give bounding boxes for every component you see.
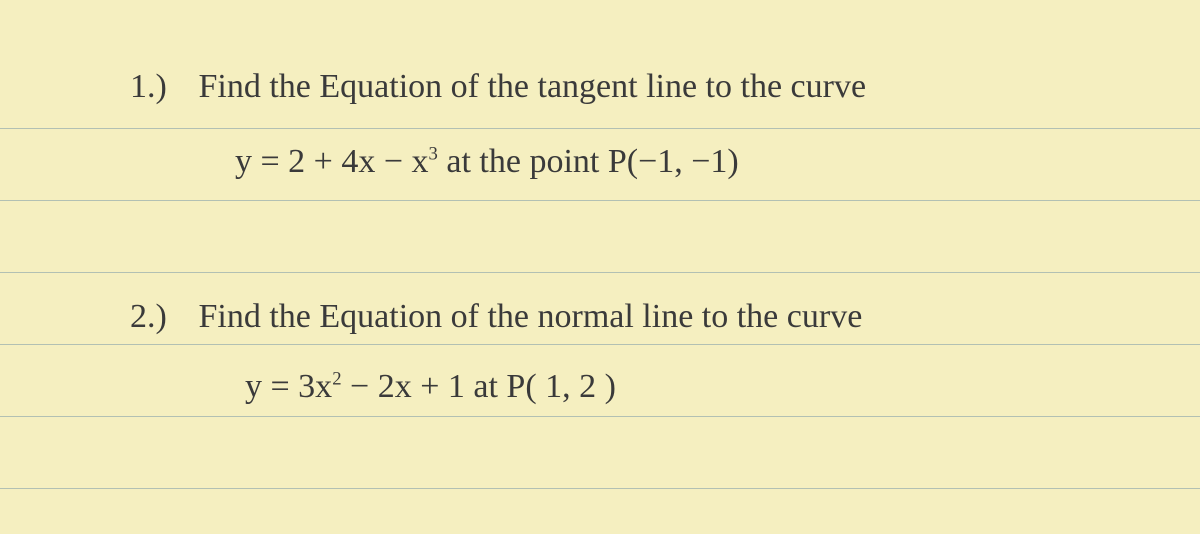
problem-number: 2.) xyxy=(130,300,190,334)
rule-line xyxy=(0,128,1200,129)
problem-number: 1.) xyxy=(130,70,190,104)
problem-2-line-2: y = 3x2 − 2x + 1 at P( 1, 2 ) xyxy=(245,370,616,404)
problem-text: Find the Equation of the tangent line to… xyxy=(199,68,867,105)
rule-line xyxy=(0,200,1200,201)
equation-text: y = 3x xyxy=(245,368,332,405)
rule-line xyxy=(0,488,1200,489)
equation-text: at the point P(−1, −1) xyxy=(438,143,739,180)
problem-1-line-2: y = 2 + 4x − x3 at the point P(−1, −1) xyxy=(235,145,739,179)
equation-text: y = 2 + 4x − x xyxy=(235,143,429,180)
exponent: 2 xyxy=(332,369,341,390)
problem-1-line-1: 1.) Find the Equation of the tangent lin… xyxy=(130,70,866,104)
problem-2-line-1: 2.) Find the Equation of the normal line… xyxy=(130,300,862,334)
exponent: 3 xyxy=(429,144,438,165)
problem-text: Find the Equation of the normal line to … xyxy=(199,298,863,335)
rule-line xyxy=(0,416,1200,417)
equation-text: − 2x + 1 at P( 1, 2 ) xyxy=(342,368,616,405)
rule-line xyxy=(0,272,1200,273)
rule-line xyxy=(0,344,1200,345)
lined-paper: 1.) Find the Equation of the tangent lin… xyxy=(0,0,1200,534)
